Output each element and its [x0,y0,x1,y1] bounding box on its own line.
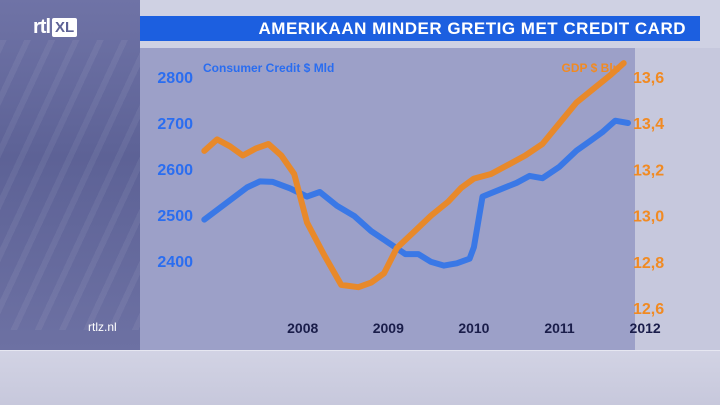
background-ticker-texture [0,40,140,330]
rtl-xl-logo: rtl XL [33,14,103,40]
y-left-tick-label: 2800 [157,70,193,87]
series-line-consumer-credit [201,117,631,269]
x-tick-label: 2012 [630,320,661,336]
x-tick-label: 2009 [373,320,404,336]
title-bar: AMERIKAAN MINDER GRETIG MET CREDIT CARD [140,16,700,41]
y-right-tick-label: 13,2 [633,162,664,179]
y-left-tick-label: 2400 [157,254,193,271]
y-right-tick-label: 13,0 [633,209,664,226]
y-left-axis-label: Consumer Credit $ Mld [203,61,334,75]
y-right-tick-label: 12,6 [633,301,664,318]
background-left-panel [0,0,140,350]
divider [0,350,720,351]
y-right-tick-label: 13,6 [633,70,664,87]
logo-main-text: rtl [33,15,51,38]
y-left-tick-label: 2600 [157,162,193,179]
logo-badge: XL [52,17,78,37]
chart-panel [140,48,635,350]
background-right [635,48,720,350]
series-line-gdp [201,60,627,291]
x-tick-label: 2010 [458,320,489,336]
y-right-tick-label: 13,4 [633,116,664,133]
x-tick-label: 2008 [287,320,318,336]
x-tick-label: 2011 [544,320,575,336]
y-right-axis-label: GDP $ Bln [562,61,620,75]
source-label: rtlz.nl [88,320,117,334]
page-title: AMERIKAAN MINDER GRETIG MET CREDIT CARD [258,18,686,38]
y-left-tick-label: 2700 [157,116,193,133]
y-right-tick-label: 12,8 [633,255,664,272]
background-bottom [0,350,720,405]
y-left-tick-label: 2500 [157,208,193,225]
